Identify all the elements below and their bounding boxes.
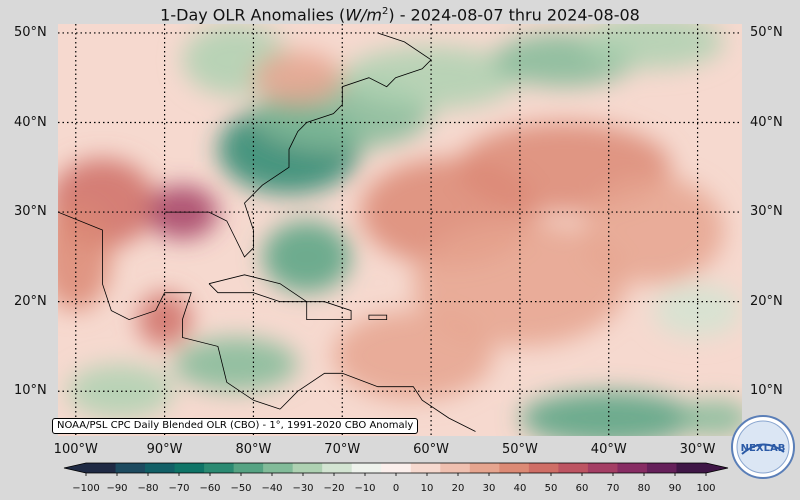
- colorbar-tick-label: −70: [168, 483, 190, 494]
- colorbar-tick-label: 90: [668, 483, 682, 494]
- lat-label-right: 50°N: [750, 24, 783, 40]
- colorbar-tick-label: 100: [696, 483, 716, 494]
- lon-label: 100°W: [53, 442, 98, 457]
- colorbar-tick-label: −10: [354, 483, 376, 494]
- coastline: [164, 32, 432, 258]
- anomaly-field: [58, 24, 742, 436]
- gridlines: [58, 24, 742, 436]
- colorbar-max-arrow: [706, 463, 728, 473]
- title-unit-exponent: 2: [381, 6, 389, 17]
- colorbar-tick-label: 30: [482, 483, 496, 494]
- colorbar-tick-label: −60: [199, 483, 221, 494]
- coastline: [58, 211, 281, 410]
- colorbar-swatch: [676, 463, 707, 473]
- anomaly-blob: [679, 400, 742, 436]
- colorbar-swatch: [351, 463, 382, 473]
- colorbar-tick-label: 50: [544, 483, 558, 494]
- colorbar-swatch: [86, 463, 117, 473]
- colorbar-tick-label: 40: [513, 483, 527, 494]
- anomaly-blob: [333, 310, 494, 401]
- lat-label-right: 40°N: [750, 114, 783, 130]
- colorbar-swatch: [558, 463, 589, 473]
- colorbar-tick-label: −30: [292, 483, 314, 494]
- colorbar-swatch: [145, 463, 176, 473]
- lon-label: 50°W: [501, 442, 538, 457]
- colorbar-min-arrow: [64, 463, 86, 473]
- colorbar-swatch: [381, 463, 412, 473]
- colorbar-tick-label: −90: [106, 483, 128, 494]
- lon-label: 80°W: [235, 442, 272, 457]
- coastline: [279, 372, 476, 432]
- lon-label: 30°W: [679, 442, 716, 457]
- lon-label: 60°W: [413, 442, 450, 457]
- logo-text: NEXLAB: [741, 443, 786, 454]
- anomaly-blob: [262, 221, 352, 293]
- nexlab-logo: NEXLAB: [731, 415, 795, 479]
- colorbar-swatch: [410, 463, 441, 473]
- title-prefix: 1-Day OLR Anomalies (: [160, 5, 346, 25]
- colorbar-swatch: [263, 463, 294, 473]
- colorbar-swatch: [322, 463, 353, 473]
- title-suffix: ) - 2024-08-07 thru 2024-08-08: [388, 5, 640, 25]
- colorbar-tick-label: −40: [261, 483, 283, 494]
- colorbar-swatch: [115, 463, 146, 473]
- colorbar-swatch: [233, 463, 264, 473]
- colorbar-swatch: [528, 463, 559, 473]
- colorbar-tick-label: 10: [420, 483, 434, 494]
- colorbar-swatch: [646, 463, 677, 473]
- map-title: 1-Day OLR Anomalies (W/m2) - 2024-08-07 …: [0, 0, 800, 24]
- colorbar-swatch: [292, 463, 323, 473]
- lon-label: 40°W: [590, 442, 627, 457]
- colorbar-tick-label: −50: [230, 483, 252, 494]
- colorbar: [63, 462, 729, 476]
- colorbar-swatch: [617, 463, 648, 473]
- colorbar-tick-label: 20: [451, 483, 465, 494]
- anomaly-blob: [582, 176, 725, 284]
- coastline: [368, 314, 388, 320]
- colorbar-tick-label: 0: [392, 483, 400, 494]
- colorbar-tick-label: −20: [323, 483, 345, 494]
- colorbar-swatch: [440, 463, 471, 473]
- anomaly-blob: [173, 337, 298, 392]
- lat-label-left: 30°N: [14, 204, 47, 220]
- anomaly-blob: [58, 203, 112, 311]
- colorbar-swatch: [587, 463, 618, 473]
- anomaly-blob: [413, 221, 627, 347]
- colorbar-swatch: [469, 463, 500, 473]
- lat-label-right: 20°N: [750, 293, 783, 309]
- anomaly-blob: [253, 50, 343, 105]
- title-unit-base: W/m: [345, 5, 382, 25]
- colorbar-tick-label: 70: [606, 483, 620, 494]
- anomaly-blob: [653, 283, 742, 338]
- lat-label-left: 20°N: [14, 293, 47, 309]
- anomaly-blob: [342, 46, 520, 110]
- lat-label-right: 30°N: [750, 204, 783, 220]
- anomaly-blob: [137, 292, 192, 347]
- colorbar-tick-label: −100: [72, 483, 100, 494]
- colorbar-tick-label: −80: [137, 483, 159, 494]
- lat-label-left: 10°N: [14, 383, 47, 399]
- colorbar-tick-label: 60: [575, 483, 589, 494]
- lat-label-left: 40°N: [14, 114, 47, 130]
- colorbar-swatch: [204, 463, 235, 473]
- anomaly-blob: [519, 391, 698, 436]
- colorbar-swatch: [174, 463, 205, 473]
- data-credit: NOAA/PSL CPC Daily Blended OLR (CBO) - 1…: [52, 418, 419, 434]
- lat-label-left: 50°N: [14, 24, 47, 40]
- lon-label: 70°W: [324, 442, 361, 457]
- lon-label: 90°W: [146, 442, 183, 457]
- anomaly-blob: [582, 24, 725, 69]
- colorbar-swatch: [499, 463, 530, 473]
- lat-label-right: 10°N: [750, 383, 783, 399]
- anomaly-blob: [66, 364, 174, 419]
- colorbar-tick-label: 80: [637, 483, 651, 494]
